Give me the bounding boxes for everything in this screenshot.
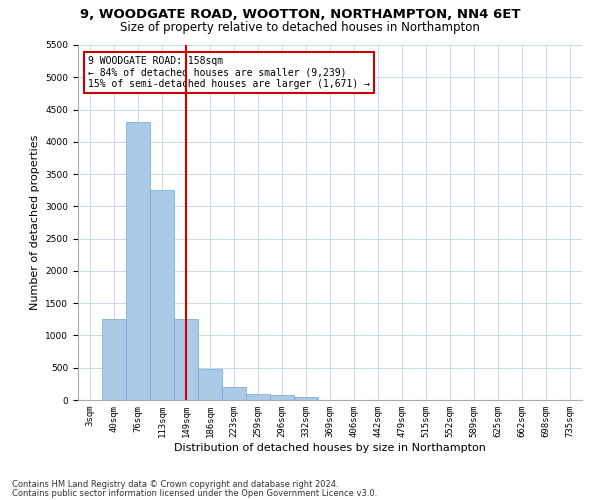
- Text: Size of property relative to detached houses in Northampton: Size of property relative to detached ho…: [120, 21, 480, 34]
- Bar: [174, 320, 198, 400]
- X-axis label: Distribution of detached houses by size in Northampton: Distribution of detached houses by size …: [174, 442, 486, 452]
- Text: 9, WOODGATE ROAD, WOOTTON, NORTHAMPTON, NN4 6ET: 9, WOODGATE ROAD, WOOTTON, NORTHAMPTON, …: [80, 8, 520, 20]
- Text: Contains public sector information licensed under the Open Government Licence v3: Contains public sector information licen…: [12, 488, 377, 498]
- Y-axis label: Number of detached properties: Number of detached properties: [30, 135, 40, 310]
- Bar: [150, 190, 174, 400]
- Text: 9 WOODGATE ROAD: 158sqm
← 84% of detached houses are smaller (9,239)
15% of semi: 9 WOODGATE ROAD: 158sqm ← 84% of detache…: [88, 56, 370, 89]
- Bar: [222, 387, 246, 400]
- Text: Contains HM Land Registry data © Crown copyright and database right 2024.: Contains HM Land Registry data © Crown c…: [12, 480, 338, 489]
- Bar: [126, 122, 150, 400]
- Bar: [270, 396, 294, 400]
- Bar: [294, 398, 318, 400]
- Bar: [246, 394, 270, 400]
- Bar: [198, 369, 222, 400]
- Bar: [102, 320, 126, 400]
